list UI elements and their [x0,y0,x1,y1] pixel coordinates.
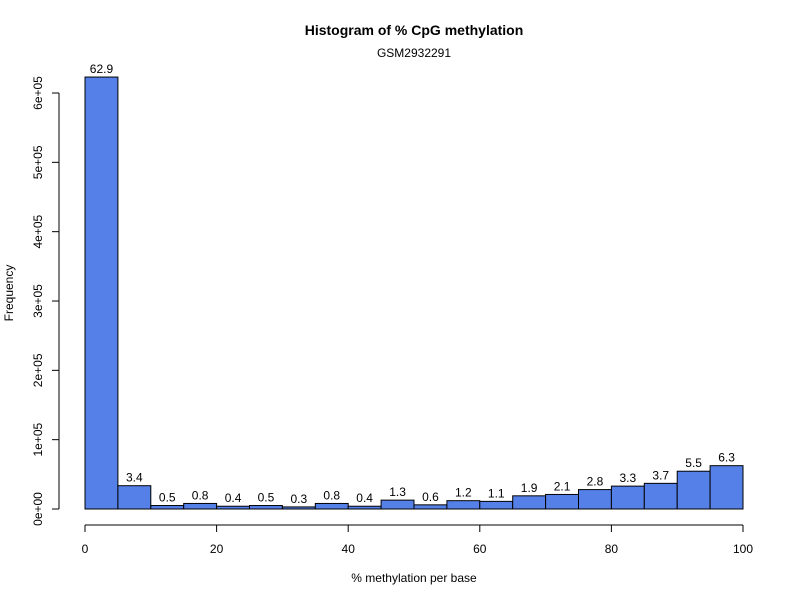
y-tick-label: 6e+05 [31,76,45,110]
x-tick-label: 100 [733,542,753,556]
y-tick-label: 3e+05 [31,284,45,318]
histogram-bar [117,485,152,510]
histogram-bar [314,502,349,510]
histogram-bar [380,499,415,510]
bar-value-label: 1.9 [521,481,538,495]
histogram-bar [610,485,645,510]
histogram-bar [578,489,612,510]
histogram-bar [281,506,316,510]
y-tick-label: 0e+00 [31,492,45,526]
x-axis-label: % methylation per base [351,571,477,585]
y-axis-label: Frequency [2,265,16,322]
bar-value-label: 1.1 [488,486,505,500]
histogram-bar [479,500,514,510]
bar-value-label: 0.4 [356,491,373,505]
y-axis: 0e+00 1e+05 2e+05 3e+05 4e+05 5e+05 6e+05 [31,76,60,526]
bar-value-label: 3.7 [652,468,669,482]
histogram-bar [413,504,448,510]
histogram-bar [512,495,547,510]
bar-value-label: 3.3 [620,471,637,485]
x-tick-label: 40 [342,542,356,556]
histogram-bar [249,505,283,510]
bar-value-label: 1.3 [389,485,406,499]
bar-value-label: 0.3 [291,492,308,506]
histogram-bar [676,470,711,510]
bar-value-label: 0.8 [192,488,209,502]
histogram-bar [150,505,185,510]
y-tick-label: 1e+05 [31,422,45,456]
bar-value-label: 2.8 [587,475,604,489]
histogram-bar [183,502,218,510]
y-tick-label: 4e+05 [31,214,45,248]
histogram-bar [216,505,251,510]
histogram-bar [643,482,678,510]
bar-value-label: 0.4 [225,491,242,505]
bar-value-label: 0.6 [422,490,439,504]
bar-value-label: 0.5 [159,491,176,505]
y-tick-label: 2e+05 [31,353,45,387]
x-axis: 0 20 40 60 80 100 [82,524,753,556]
chart-subtitle: GSM2932291 [377,46,451,60]
chart-title: Histogram of % CpG methylation [305,22,524,38]
bar-value-label: 2.1 [554,479,571,493]
y-tick-label: 5e+05 [31,145,45,179]
bar-value-label: 1.2 [455,486,472,500]
bar-value-label: 0.8 [323,488,340,502]
bars-group [84,76,744,510]
histogram-bar [545,493,579,510]
histogram-bar [709,465,744,510]
x-tick-label: 20 [210,542,224,556]
bar-labels-group: 62.9 3.4 0.5 0.8 0.4 0.5 0.3 0.8 0.4 1.3 0.6 1.2 1.1… [90,62,735,506]
bar-value-label: 6.3 [718,451,735,465]
x-tick-label: 80 [605,542,619,556]
bar-value-label: 0.5 [258,491,275,505]
bar-value-label: 62.9 [90,62,114,76]
histogram-bar [446,500,481,510]
x-tick-label: 0 [82,542,89,556]
bar-value-label: 5.5 [685,456,702,470]
histogram-bar [347,505,382,510]
bar-value-label: 3.4 [126,471,143,485]
x-tick-label: 60 [473,542,487,556]
histogram-bar [84,76,119,510]
